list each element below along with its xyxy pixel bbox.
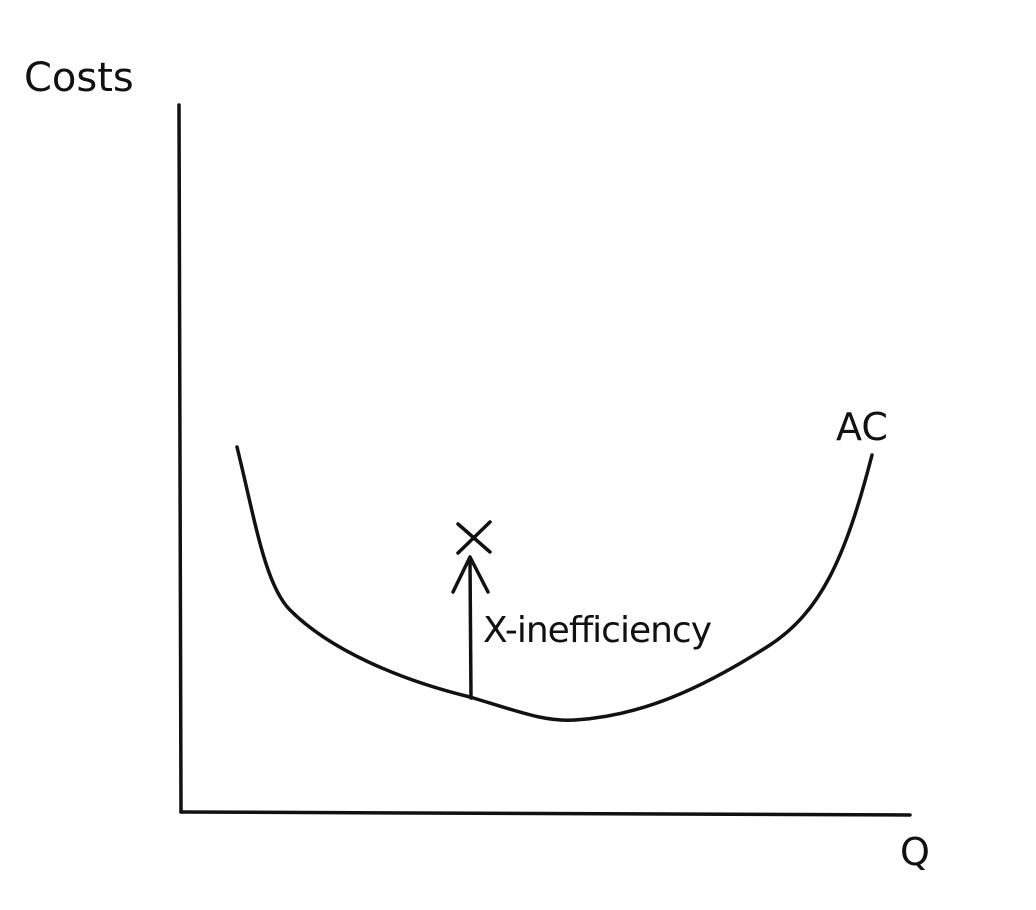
y-axis <box>177 103 183 814</box>
x-inefficiency-arrowhead <box>451 555 490 594</box>
x-axis-label: Q <box>900 830 930 874</box>
y-axis-label: Costs <box>24 55 134 101</box>
x-axis <box>179 810 912 817</box>
x-inefficiency-arrow-shaft <box>468 558 473 700</box>
ac-curve <box>235 445 874 723</box>
x-mark-icon <box>456 520 492 555</box>
x-inefficiency-label: X-inefficiency <box>483 610 712 651</box>
curve-label-ac: AC <box>836 405 888 449</box>
